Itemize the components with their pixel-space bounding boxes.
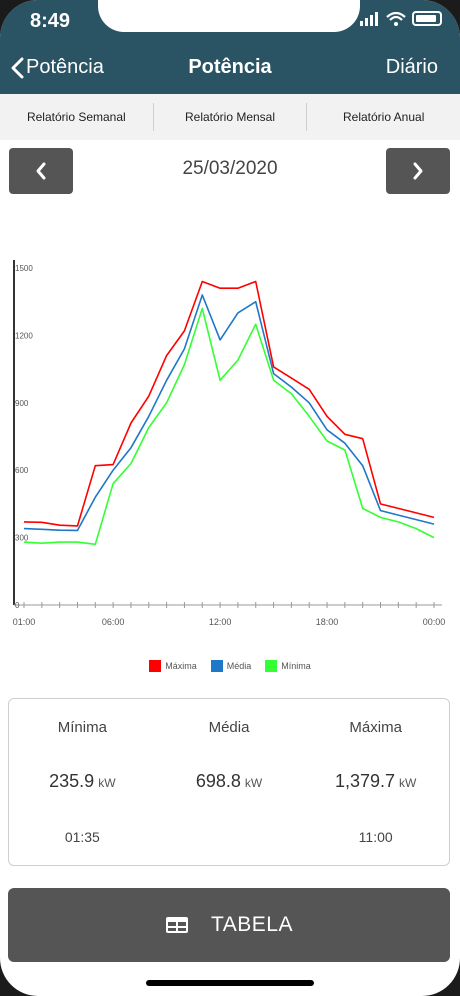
- legend-item-min: Mínima: [265, 660, 311, 672]
- y-tick-label: 300: [15, 534, 29, 543]
- battery-icon: [412, 11, 442, 26]
- x-tick-label: 00:00: [423, 617, 446, 627]
- tab-divider: [306, 103, 308, 131]
- wifi-icon: [386, 11, 406, 26]
- previous-date-button[interactable]: [9, 148, 73, 194]
- legend-swatch: [210, 660, 223, 672]
- chevron-right-icon: [413, 162, 423, 180]
- stat-title: Máxima: [349, 719, 402, 736]
- chevron-left-icon: [36, 162, 46, 180]
- x-tick-label: 06:00: [102, 617, 125, 627]
- chart-legend: Máxima Média Mínima: [0, 660, 460, 672]
- x-tick-label: 12:00: [209, 617, 232, 627]
- legend-swatch: [265, 660, 278, 672]
- series-line-2: [23, 307, 435, 546]
- status-icons: [360, 11, 442, 26]
- stat-time: 11:00: [358, 829, 393, 845]
- y-tick-label: 600: [15, 466, 29, 475]
- table-icon: [166, 917, 188, 933]
- stat-unit: kW: [399, 776, 417, 790]
- legend-label: Máxima: [165, 661, 197, 671]
- legend-item-avg: Média: [210, 660, 252, 672]
- stat-maximum: Máxima 1,379.7 kW 11:00: [302, 699, 449, 865]
- legend-label: Média: [226, 661, 252, 671]
- stat-number: 235.9: [49, 771, 95, 791]
- y-tick-label: 0: [15, 601, 20, 610]
- header: 8:49 Potência Potência Diário: [0, 0, 460, 94]
- stat-number: 698.8: [195, 771, 241, 791]
- table-button[interactable]: TABELA: [8, 888, 450, 962]
- stat-value: 1,379.7 kW: [302, 771, 449, 792]
- legend-label: Mínima: [281, 661, 311, 671]
- tab-annual-report[interactable]: Relatório Anual: [342, 110, 425, 124]
- report-tabs: Relatório Semanal Relatório Mensal Relat…: [0, 94, 460, 140]
- stat-unit: kW: [98, 776, 116, 790]
- selected-date: 25/03/2020: [182, 158, 278, 179]
- stat-unit: kW: [244, 776, 263, 790]
- stat-number: 1,379.7: [334, 771, 396, 791]
- stat-minimum: Mínima 235.9 kW 01:35: [9, 699, 156, 865]
- y-tick-label: 1200: [15, 331, 33, 340]
- tab-weekly-report[interactable]: Relatório Semanal: [26, 110, 126, 124]
- legend-item-max: Máxima: [149, 660, 197, 672]
- stat-title: Mínima: [57, 719, 107, 736]
- status-time: 8:49: [30, 10, 71, 32]
- signal-icon: [360, 11, 378, 26]
- series-line-1: [23, 294, 435, 532]
- y-tick-label: 1500: [15, 264, 33, 273]
- stat-value: 235.9 kW: [9, 771, 156, 792]
- daily-button[interactable]: Diário: [385, 56, 438, 78]
- stats-card: Mínima 235.9 kW 01:35 Média 698.8 kW Máxim…: [8, 698, 450, 866]
- x-tick-label: 01:00: [13, 617, 36, 627]
- back-button[interactable]: Potência: [10, 56, 104, 79]
- stat-value: 698.8 kW: [156, 771, 303, 792]
- x-tick-label: 18:00: [316, 617, 339, 627]
- stat-average: Média 698.8 kW: [156, 699, 303, 865]
- page-title: Potência: [188, 56, 272, 78]
- series-line-0: [23, 280, 435, 527]
- next-date-button[interactable]: [386, 148, 450, 194]
- stat-title: Média: [208, 719, 250, 736]
- notch: [98, 0, 360, 32]
- chevron-left-icon: [11, 57, 24, 78]
- tab-divider: [152, 103, 154, 131]
- home-indicator: [146, 980, 314, 986]
- table-button-label: TABELA: [211, 913, 293, 936]
- stat-time: 01:35: [64, 829, 100, 845]
- tab-monthly-report[interactable]: Relatório Mensal: [184, 110, 276, 124]
- power-line-chart: 0 300 600 900 1200 1500 01:00 06:00 12:00 18:00 00…: [13, 260, 446, 627]
- back-label: Potência: [26, 56, 104, 78]
- y-tick-label: 900: [15, 399, 29, 408]
- legend-swatch: [149, 660, 162, 672]
